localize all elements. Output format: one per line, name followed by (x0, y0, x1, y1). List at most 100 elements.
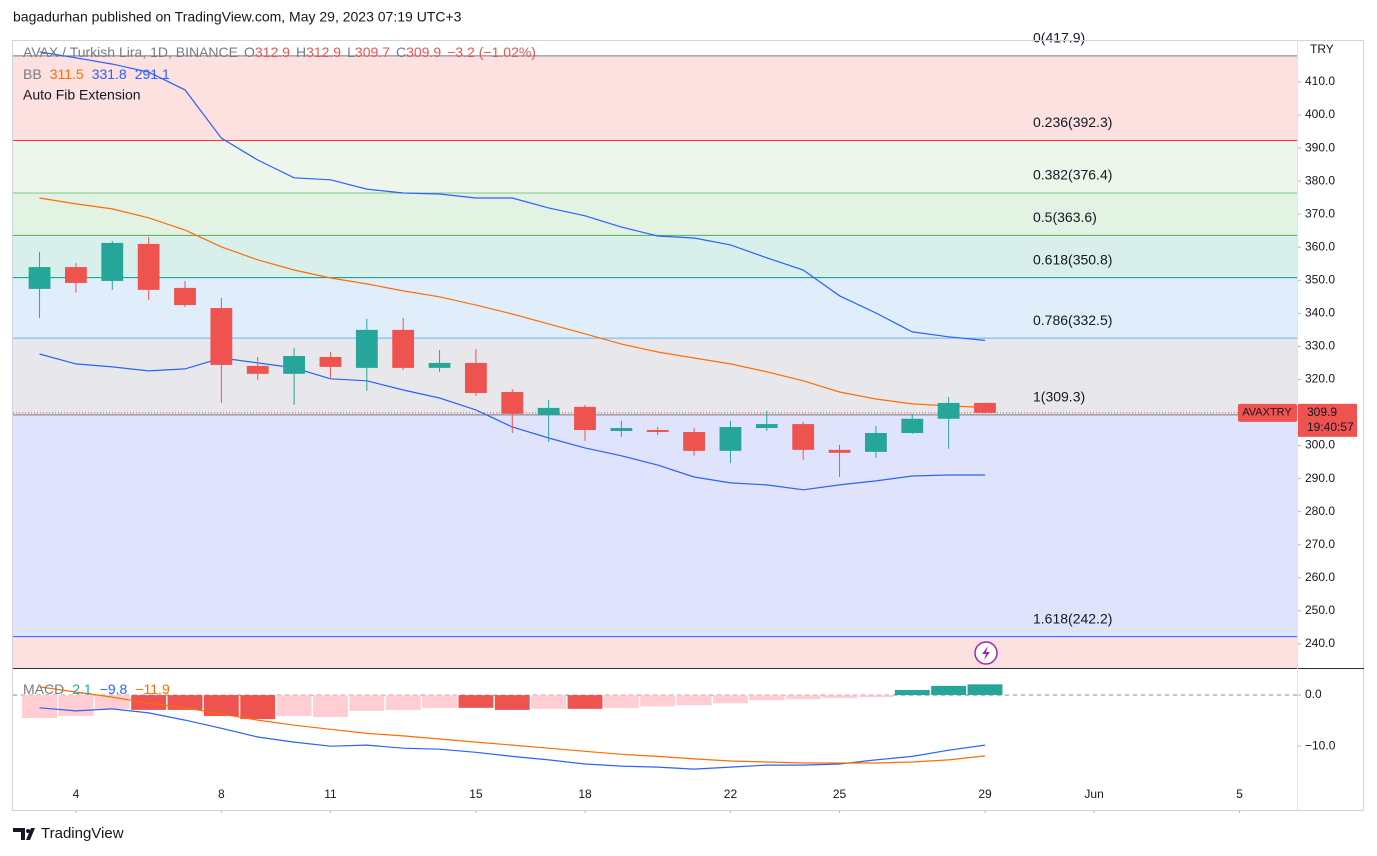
indicator-value: 291.1 (135, 66, 170, 82)
fib-label: 0.618(350.8) (1033, 251, 1112, 267)
logo-dot (26, 829, 30, 833)
y-tick-label: 240.0 (1305, 636, 1335, 650)
histogram-bar (203, 695, 239, 717)
symbol-tag (1238, 403, 1297, 422)
fib-label: 0.5(363.6) (1033, 209, 1097, 225)
fib-zone (13, 277, 1297, 339)
histogram-bar (785, 695, 821, 700)
candle-body (319, 356, 342, 367)
fib-zone (13, 140, 1297, 194)
fib-zone (13, 636, 1297, 668)
symbol-title: AVAX / Turkish Lira, 1D, BINANCE (23, 44, 238, 60)
candle-body (355, 329, 378, 368)
ohlc-value: 309.9 (406, 44, 441, 60)
lightning-glyph (982, 646, 990, 660)
candle-body (719, 427, 742, 451)
y-tick-label: −10.0 (1305, 738, 1336, 752)
price-pane (13, 51, 1297, 668)
fib-zone (13, 338, 1297, 415)
currency-label: TRY (1310, 42, 1334, 56)
y-tick-label: 410.0 (1305, 74, 1335, 88)
legend-line: AVAX / Turkish Lira, 1D, BINANCE O312.9 H3… (23, 44, 536, 60)
histogram-bar (931, 685, 967, 696)
fib-label: 0.236(392.3) (1033, 114, 1112, 130)
candle-body (537, 407, 560, 415)
y-tick-label: 260.0 (1305, 570, 1335, 584)
x-tick-label: 15 (469, 787, 483, 801)
candle-body (610, 428, 633, 432)
y-tick-label: 280.0 (1305, 504, 1335, 518)
histogram-bar (58, 695, 94, 717)
change: −3.2 (447, 44, 475, 60)
candle-body (937, 402, 960, 419)
price-tag-countdown: 19:40:57 (1307, 420, 1354, 434)
y-tick-label: 320.0 (1305, 372, 1335, 386)
price-tag-value: 309.9 (1307, 405, 1337, 419)
fib-label: 0.382(376.4) (1033, 167, 1112, 183)
y-tick-label: 380.0 (1305, 173, 1335, 187)
overlay: 0(417.9) 0.236(392.3) 0.382(376.4) 0.5(363.… (23, 30, 1357, 813)
change-pct: (−1.02%) (479, 44, 536, 60)
x-tick-label: 8 (218, 787, 225, 801)
x-tick-label: 22 (724, 787, 738, 801)
macd-name: MACD (23, 681, 64, 697)
fib-label: 1.618(242.2) (1033, 610, 1112, 626)
candle-body (901, 418, 924, 433)
header-text: bagadurhan published on TradingView.com,… (13, 9, 462, 25)
x-tick-label: 11 (324, 787, 337, 801)
candle-body (646, 430, 669, 433)
x-tick-label: 4 (73, 787, 80, 801)
x-tick-label: 29 (978, 787, 992, 801)
candle-body (246, 365, 269, 374)
y-tick-label: 360.0 (1305, 239, 1335, 253)
candle-body (865, 432, 887, 452)
histogram-bar (894, 689, 930, 696)
fib-label: 1(309.3) (1033, 389, 1085, 405)
y-tick-label: 370.0 (1305, 206, 1335, 220)
histogram-bar (676, 695, 712, 706)
indicator-name: BB (23, 66, 42, 82)
macd-legend: MACD 2.1 −9.8 −11.9 (23, 681, 170, 697)
y-tick-label: 390.0 (1305, 140, 1335, 154)
candle-body (501, 392, 524, 414)
legend-line: BB 311.5 331.8 291.1 (23, 66, 170, 82)
ohlc-value: 312.9 (255, 44, 290, 60)
histogram-bar (131, 695, 167, 710)
histogram-bar (422, 695, 457, 708)
candle-body (392, 329, 415, 368)
fib-zone (13, 193, 1297, 236)
indicator-value: 311.5 (50, 66, 84, 82)
candle-body (428, 362, 451, 368)
ohlc-prefix: C (396, 44, 406, 60)
symbol-tag-label: AVAXTRY (1242, 407, 1292, 419)
frame (12, 40, 1364, 811)
histogram-bar (240, 695, 276, 720)
fib-zone (13, 55, 1297, 141)
y-tick-label: 270.0 (1305, 537, 1335, 551)
histogram-bar (822, 695, 857, 699)
fib-zone (13, 414, 1297, 637)
macd-pane (13, 684, 1297, 770)
histogram-bar (385, 695, 421, 710)
candle-body (465, 362, 487, 394)
histogram-bar (494, 695, 530, 710)
indicator-value: 331.8 (92, 66, 127, 82)
macd-value: −9.8 (100, 681, 128, 697)
histogram-bar (749, 695, 785, 701)
histogram-bar (22, 695, 57, 719)
histogram-bar (713, 695, 748, 704)
y-tick-label: 340.0 (1305, 306, 1335, 320)
ohlc-value: 309.7 (355, 44, 390, 60)
candle-body (828, 449, 851, 453)
histogram-bar (858, 695, 894, 698)
bb-line (39, 51, 986, 341)
macd-line (39, 707, 986, 770)
brand-logo (13, 828, 35, 840)
x-tick-label: 25 (833, 787, 847, 801)
candle-body (755, 424, 778, 429)
histogram-bar (458, 695, 494, 708)
fib-name: Auto Fib Extension (23, 87, 141, 103)
y-tick-label: 330.0 (1305, 339, 1335, 353)
candle-body (101, 242, 124, 281)
